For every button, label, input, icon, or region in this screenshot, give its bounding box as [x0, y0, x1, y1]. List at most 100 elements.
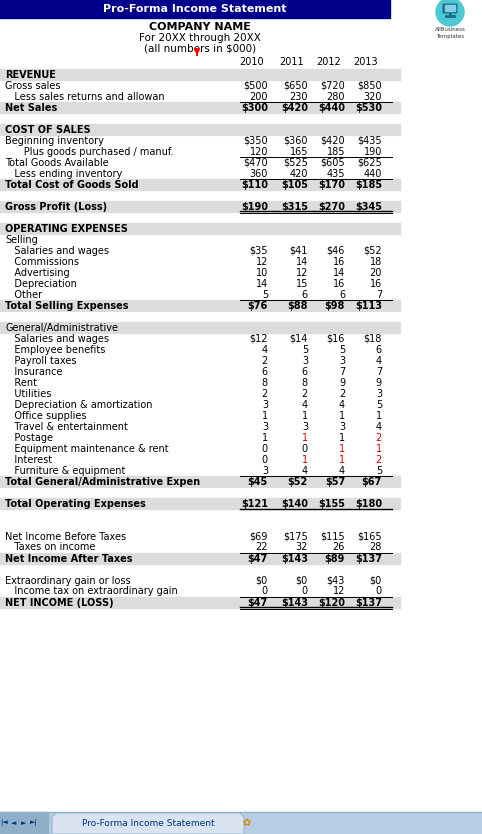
Text: 200: 200: [250, 92, 268, 102]
Text: $43: $43: [327, 575, 345, 585]
Text: 2013: 2013: [353, 57, 378, 67]
Text: 2010: 2010: [240, 57, 264, 67]
Text: 3: 3: [302, 355, 308, 365]
Text: 7: 7: [376, 366, 382, 376]
Text: Interest: Interest: [5, 455, 52, 465]
Text: Insurance: Insurance: [5, 366, 63, 376]
Text: Taxes on income: Taxes on income: [5, 542, 95, 552]
Text: 185: 185: [326, 147, 345, 157]
Text: Office supplies: Office supplies: [5, 410, 86, 420]
Text: For 20XX through 20XX: For 20XX through 20XX: [139, 33, 261, 43]
Text: 32: 32: [295, 542, 308, 552]
Text: Other: Other: [5, 289, 42, 299]
Text: 9: 9: [339, 378, 345, 388]
Text: Equipment maintenance & rent: Equipment maintenance & rent: [5, 444, 169, 454]
Text: Pro-Forma Income Statement: Pro-Forma Income Statement: [81, 820, 214, 828]
Text: 2: 2: [376, 455, 382, 465]
Text: Selling: Selling: [5, 234, 38, 244]
Text: Depreciation: Depreciation: [5, 279, 77, 289]
Text: $530: $530: [355, 103, 382, 113]
Bar: [0, 812, 482, 834]
Text: OPERATING EXPENSES: OPERATING EXPENSES: [5, 224, 128, 234]
Text: 280: 280: [326, 92, 345, 102]
Text: Salaries and wages: Salaries and wages: [5, 245, 109, 255]
Text: 1: 1: [376, 410, 382, 420]
Text: $345: $345: [355, 202, 382, 212]
Text: $850: $850: [357, 81, 382, 91]
Text: 3: 3: [302, 421, 308, 431]
Text: $47: $47: [248, 554, 268, 564]
Text: $420: $420: [281, 103, 308, 113]
Text: $185: $185: [355, 179, 382, 189]
Text: $16: $16: [327, 334, 345, 344]
Text: Net Income After Taxes: Net Income After Taxes: [5, 554, 133, 564]
Text: 440: 440: [363, 168, 382, 178]
Text: COST OF SALES: COST OF SALES: [5, 124, 91, 134]
Text: Total Operating Expenses: Total Operating Expenses: [5, 499, 146, 509]
Bar: [0, 179, 400, 190]
Bar: [0, 0, 390, 18]
Text: |◄: |◄: [0, 820, 8, 826]
FancyBboxPatch shape: [442, 3, 457, 13]
Text: $500: $500: [243, 81, 268, 91]
Bar: [0, 69, 400, 80]
Text: $625: $625: [357, 158, 382, 168]
Bar: [0, 597, 400, 608]
Text: $110: $110: [241, 179, 268, 189]
Text: $88: $88: [287, 300, 308, 310]
Text: Commissions: Commissions: [5, 257, 79, 267]
Bar: [0, 124, 400, 135]
Text: $143: $143: [281, 554, 308, 564]
Text: 320: 320: [363, 92, 382, 102]
Text: 0: 0: [376, 586, 382, 596]
Text: 4: 4: [376, 355, 382, 365]
Text: $350: $350: [243, 135, 268, 145]
Bar: [0, 322, 400, 333]
Text: $720: $720: [320, 81, 345, 91]
Bar: [0, 498, 400, 509]
Text: Travel & entertainment: Travel & entertainment: [5, 421, 128, 431]
Text: 3: 3: [262, 421, 268, 431]
Text: 6: 6: [262, 366, 268, 376]
Text: 2012: 2012: [316, 57, 341, 67]
Text: 26: 26: [333, 542, 345, 552]
Text: 4: 4: [339, 399, 345, 409]
Text: $105: $105: [281, 179, 308, 189]
Text: 16: 16: [333, 279, 345, 289]
Text: $69: $69: [250, 531, 268, 541]
Text: 4: 4: [302, 399, 308, 409]
Text: 20: 20: [370, 268, 382, 278]
Text: 18: 18: [370, 257, 382, 267]
Text: $52: $52: [288, 476, 308, 486]
Text: 5: 5: [339, 344, 345, 354]
Text: 0: 0: [262, 586, 268, 596]
Text: $140: $140: [281, 499, 308, 509]
Text: 5: 5: [302, 344, 308, 354]
Text: 12: 12: [255, 257, 268, 267]
Text: 3: 3: [339, 421, 345, 431]
Text: Furniture & equipment: Furniture & equipment: [5, 465, 125, 475]
Text: 2: 2: [302, 389, 308, 399]
Text: 2011: 2011: [280, 57, 304, 67]
Text: Net Sales: Net Sales: [5, 103, 57, 113]
Text: 0: 0: [302, 444, 308, 454]
Text: 2: 2: [262, 355, 268, 365]
Text: Extraordinary gain or loss: Extraordinary gain or loss: [5, 575, 131, 585]
Text: Gross Profit (Loss): Gross Profit (Loss): [5, 202, 107, 212]
Text: 1: 1: [339, 410, 345, 420]
Text: $180: $180: [355, 499, 382, 509]
Text: 10: 10: [256, 268, 268, 278]
Bar: [0, 553, 400, 564]
Text: 14: 14: [256, 279, 268, 289]
Text: 14: 14: [296, 257, 308, 267]
Text: $300: $300: [241, 103, 268, 113]
Text: 420: 420: [290, 168, 308, 178]
Text: 230: 230: [290, 92, 308, 102]
Text: Beginning inventory: Beginning inventory: [5, 135, 104, 145]
Text: $420: $420: [321, 135, 345, 145]
Text: $121: $121: [241, 499, 268, 509]
Text: Less sales returns and allowan: Less sales returns and allowan: [5, 92, 165, 102]
Bar: [0, 300, 400, 311]
Text: Advertising: Advertising: [5, 268, 69, 278]
Text: $120: $120: [318, 597, 345, 607]
